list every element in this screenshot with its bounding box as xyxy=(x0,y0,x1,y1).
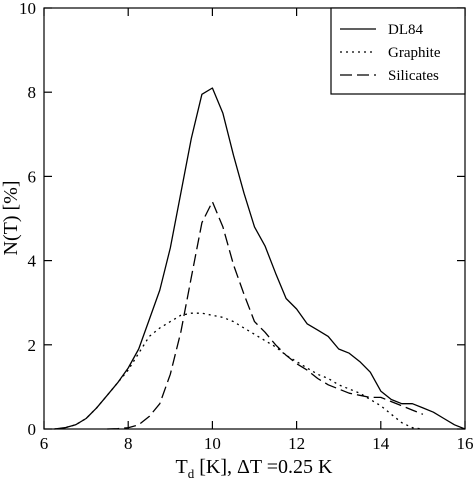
legend: DL84 Graphite Silicates xyxy=(330,7,466,95)
x-tick-label: 8 xyxy=(124,434,133,453)
legend-items: DL84 Graphite Silicates xyxy=(340,22,441,84)
x-tick-label: 10 xyxy=(204,434,221,453)
y-tick-label: 10 xyxy=(19,0,36,18)
y-tick-label: 4 xyxy=(28,252,37,271)
x-tick-label: 6 xyxy=(40,434,49,453)
legend-label-graphite: Graphite xyxy=(388,45,441,61)
y-tick-label: 8 xyxy=(28,83,37,102)
x-axis-title: Td [K], ΔT =0.25 K xyxy=(176,456,333,479)
legend-box xyxy=(330,7,466,95)
y-tick-label: 2 xyxy=(28,336,37,355)
y-tick-label: 6 xyxy=(28,167,37,186)
series-line-dl84 xyxy=(54,87,466,430)
legend-label-silicates: Silicates xyxy=(388,68,439,84)
x-tick-label: 14 xyxy=(372,434,390,453)
y-axis-title: N(T) [%] xyxy=(0,181,22,256)
series-line-silicates xyxy=(107,201,424,430)
series-line-graphite xyxy=(54,312,423,430)
x-tick-label: 12 xyxy=(288,434,305,453)
series-group xyxy=(54,87,466,430)
x-tick-label: 16 xyxy=(457,434,474,453)
plot-frame xyxy=(43,7,466,430)
legend-label-dl84: DL84 xyxy=(388,22,423,38)
y-ticks: 0 2 4 6 8 10 xyxy=(19,0,465,439)
y-tick-label: 0 xyxy=(28,420,37,439)
x-ticks: 6 8 10 12 14 16 xyxy=(40,8,474,453)
